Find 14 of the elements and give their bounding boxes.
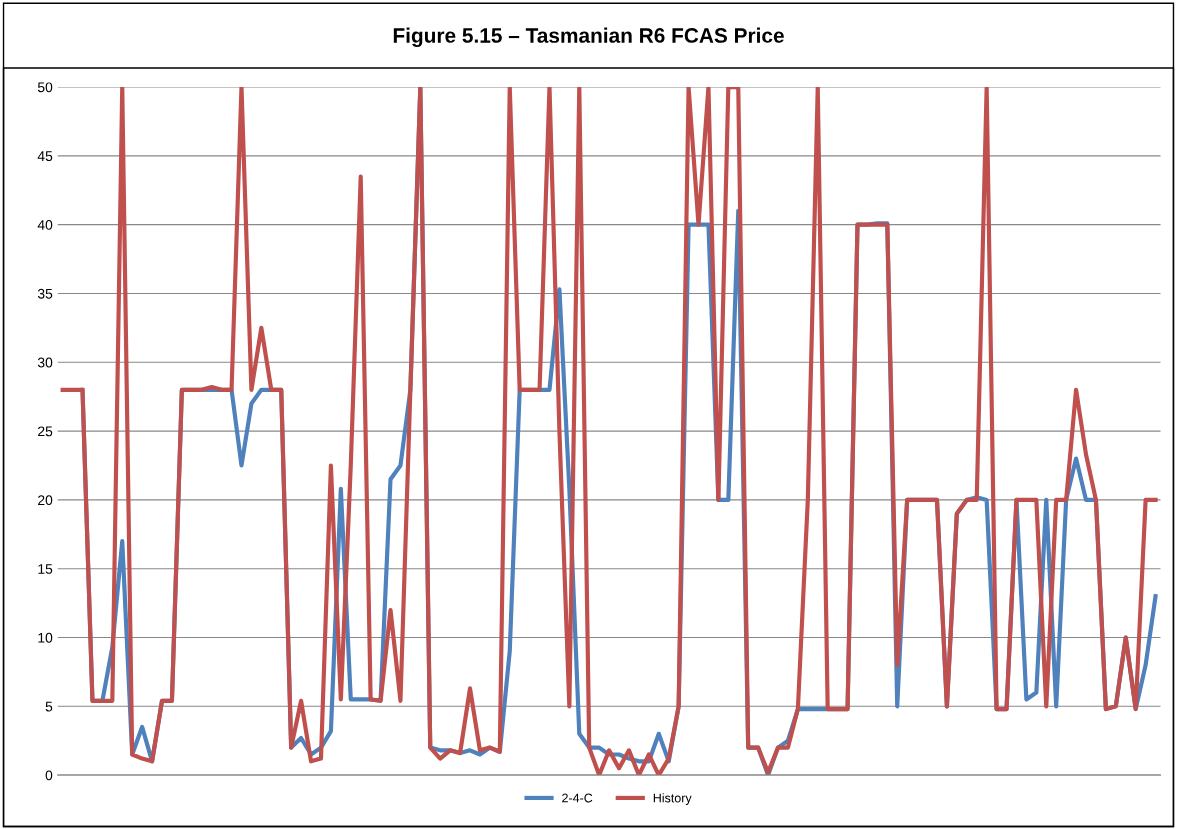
- y-tick-label: 40: [37, 219, 53, 230]
- y-tick-label: 15: [38, 564, 53, 574]
- y-tick-label: 35: [37, 288, 53, 299]
- y-tick-label: 50: [37, 82, 53, 93]
- y-tick-label: 0: [45, 770, 53, 781]
- y-tick-label: 25: [38, 426, 53, 437]
- y-tick-label: 20: [38, 495, 53, 506]
- legend-label: History: [653, 793, 692, 805]
- y-tick-label: 45: [37, 151, 53, 162]
- y-tick-label: 10: [38, 632, 53, 643]
- y-tick-label: 30: [37, 357, 53, 368]
- y-tick-label: 5: [45, 701, 53, 712]
- chart-title: Figure 5.15 – Tasmanian R6 FCAS Price: [393, 27, 784, 48]
- legend-label: 2-4-C: [562, 793, 593, 803]
